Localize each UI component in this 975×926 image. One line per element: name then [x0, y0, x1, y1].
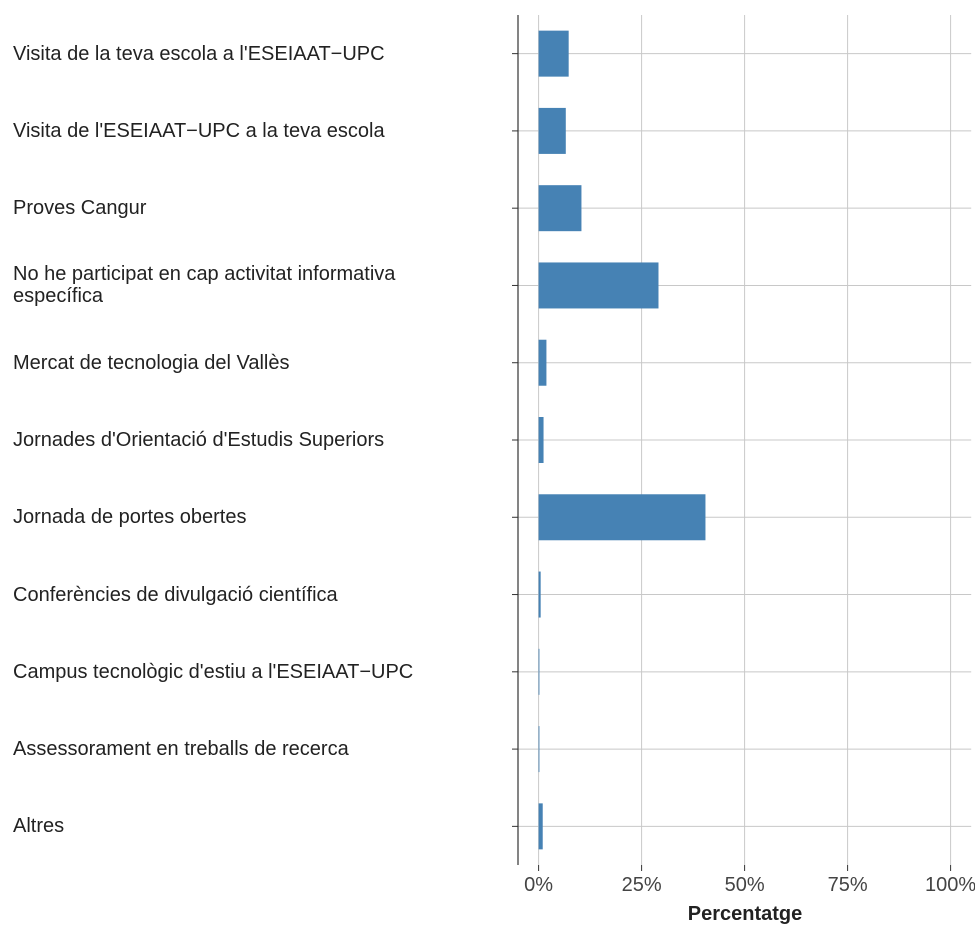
bar: [538, 648, 540, 695]
bar: [538, 107, 566, 154]
bar: [538, 417, 544, 463]
y-tick-label: No he participat en cap activitat inform…: [13, 263, 396, 308]
x-axis-title: Percentatge: [688, 903, 803, 925]
y-tick-label: Visita de l'ESEIAAT−UPC a la teva escola: [13, 119, 385, 142]
x-tick-label: 75%: [828, 874, 868, 896]
y-tick-label: Assessorament en treballs de recerca: [13, 738, 349, 761]
y-tick-label: Mercat de tecnologia del Vallès: [13, 351, 290, 374]
bar: [538, 185, 582, 232]
bar: [538, 262, 659, 309]
bar: [538, 339, 547, 386]
bar: [538, 494, 706, 541]
y-tick-label: Jornada de portes obertes: [13, 506, 247, 529]
bar: [538, 726, 540, 773]
y-tick-label: Jornades d'Orientació d'Estudis Superior…: [13, 429, 385, 451]
y-tick-label: Conferències de divulgació científica: [13, 583, 338, 606]
bar: [538, 30, 569, 77]
x-tick-label: 25%: [622, 874, 662, 896]
x-tick-label: 50%: [725, 874, 765, 896]
bar: [538, 571, 541, 618]
x-tick-label: 0%: [524, 874, 553, 896]
bar: [538, 803, 543, 850]
y-tick-label: Proves Cangur: [13, 197, 147, 220]
y-tick-label: Campus tecnològic d'estiu a l'ESEIAAT−UP…: [13, 660, 414, 683]
y-tick-label: Visita de la teva escola a l'ESEIAAT−UPC: [13, 42, 385, 65]
x-tick-label: 100%: [925, 874, 975, 896]
y-tick-label: Altres: [13, 815, 65, 838]
